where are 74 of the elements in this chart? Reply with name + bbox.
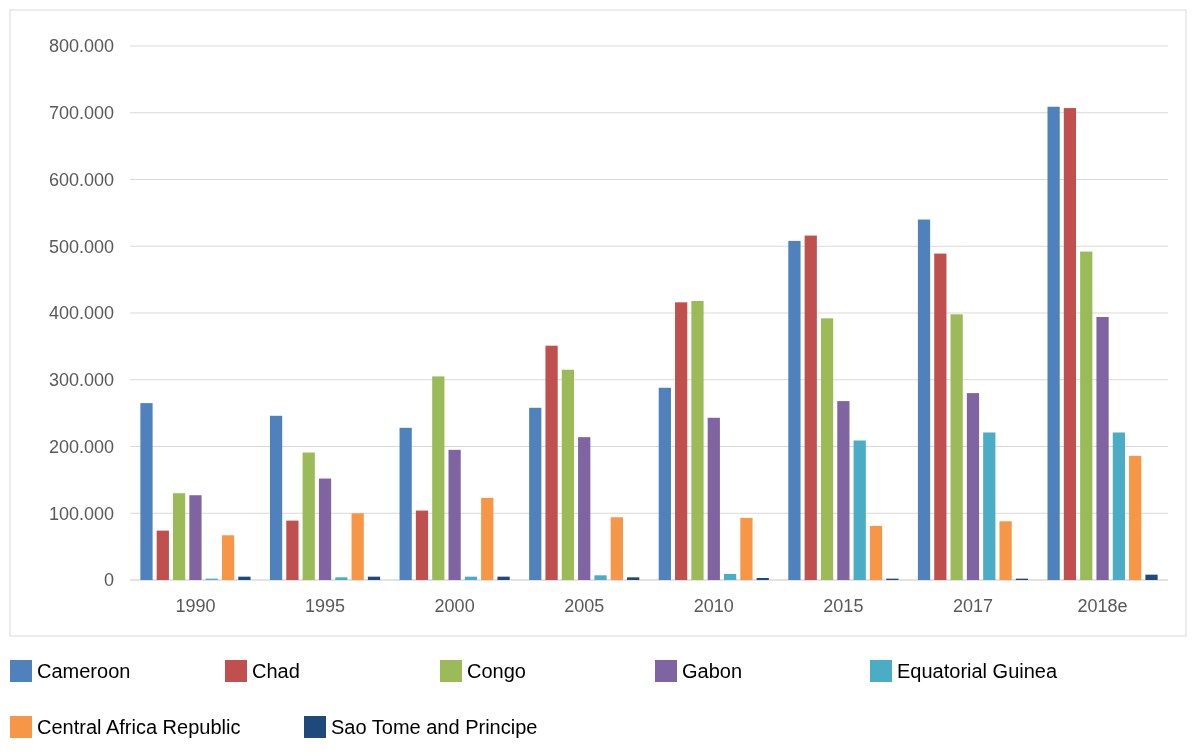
x-tick-label: 2010 — [693, 596, 734, 616]
bar — [788, 240, 801, 580]
bar — [740, 517, 753, 580]
bar — [318, 478, 332, 580]
y-tick-label: 400.000 — [48, 303, 114, 324]
x-tick-label: 2000 — [434, 596, 475, 616]
y-tick-label: 0 — [103, 570, 114, 591]
bar — [415, 510, 429, 580]
bar — [707, 417, 720, 580]
bar — [1112, 432, 1125, 580]
bar — [610, 517, 623, 580]
y-tick-label: 200.000 — [48, 436, 114, 457]
bar — [302, 452, 315, 580]
legend-label: Cameroon — [37, 660, 131, 682]
bar — [269, 415, 283, 580]
bar — [820, 318, 834, 580]
bar — [1063, 108, 1077, 580]
y-tick-label: 700.000 — [48, 103, 114, 124]
bar — [173, 493, 186, 580]
bar — [189, 495, 202, 580]
bar — [221, 535, 235, 580]
bar — [156, 530, 169, 580]
bar — [837, 401, 850, 580]
bar — [140, 403, 153, 580]
bar — [286, 520, 299, 580]
x-tick-label: 1990 — [175, 596, 216, 616]
bar — [578, 437, 591, 580]
bar — [594, 575, 607, 580]
bar — [869, 525, 883, 580]
bar — [983, 432, 996, 580]
x-tick-label: 2018e — [1077, 596, 1128, 616]
legend-label: Central Africa Republic — [37, 716, 241, 738]
bar — [1145, 574, 1158, 580]
bar — [399, 427, 412, 580]
bar — [804, 235, 817, 580]
y-tick-label: 300.000 — [48, 370, 114, 391]
y-tick-label: 500.000 — [48, 236, 114, 257]
x-tick-label: 1995 — [305, 596, 346, 616]
legend-label: Sao Tome and Principe — [331, 716, 538, 738]
x-tick-label: 2005 — [564, 596, 605, 616]
bar — [950, 314, 963, 580]
bar — [351, 513, 364, 580]
bar — [966, 393, 980, 580]
bar — [561, 369, 575, 580]
y-tick-label: 100.000 — [48, 503, 114, 524]
bar — [497, 576, 510, 580]
bar — [999, 521, 1012, 580]
bar — [1080, 251, 1093, 580]
bar — [723, 573, 737, 580]
bar — [917, 219, 931, 580]
bar — [238, 576, 251, 580]
legend-label: Congo — [467, 660, 526, 682]
legend-label: Chad — [252, 660, 300, 682]
bar — [481, 497, 494, 580]
bar — [1047, 106, 1060, 580]
legend-label: Equatorial Guinea — [897, 660, 1058, 682]
bar — [853, 440, 866, 580]
bar — [1096, 317, 1109, 580]
bar — [529, 407, 542, 580]
y-tick-label: 800.000 — [48, 36, 114, 57]
y-tick-label: 600.000 — [48, 169, 114, 190]
legend-label: Gabon — [682, 660, 743, 682]
bar — [448, 449, 461, 580]
bar — [335, 577, 348, 580]
bar — [675, 302, 688, 580]
bar — [627, 577, 640, 580]
bar — [432, 376, 445, 580]
bar — [691, 300, 704, 580]
bar — [934, 253, 947, 580]
bar — [545, 345, 558, 580]
x-tick-label: 2017 — [952, 596, 993, 616]
bar — [1129, 455, 1142, 580]
bar — [658, 387, 671, 580]
x-tick-label: 2015 — [823, 596, 864, 616]
